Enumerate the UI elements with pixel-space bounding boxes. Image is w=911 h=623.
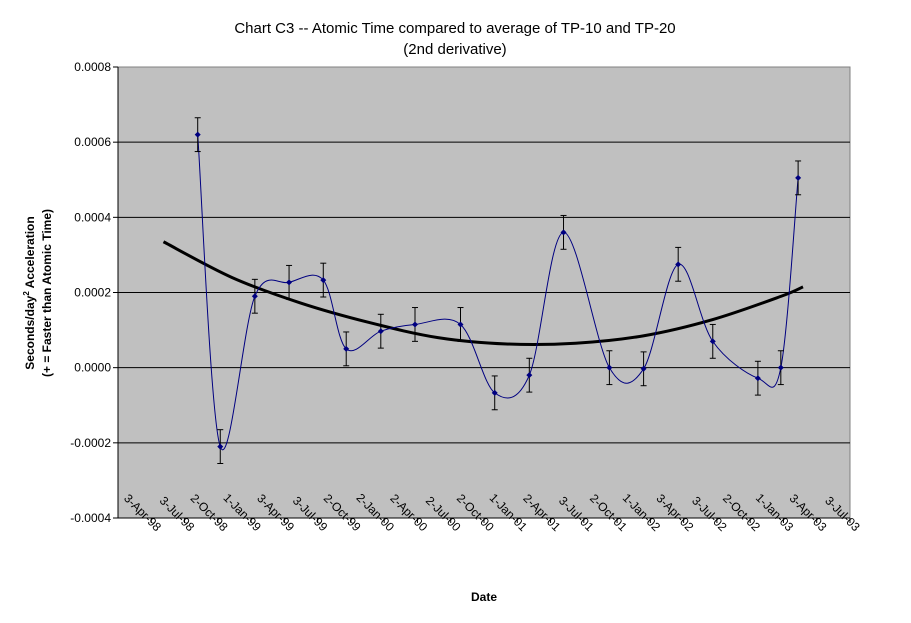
data-series — [194, 117, 802, 465]
data-point — [412, 321, 419, 328]
y-axis-ticks: 0.0008 0.0006 0.0004 0.0002 0.0000 -0.0002 -0.… — [70, 60, 118, 525]
y-tick-label: 0.0008 — [74, 60, 111, 74]
data-point — [526, 372, 533, 379]
data-point — [457, 321, 464, 328]
y-axis-label-line1: Seconds/day2 Acceleration — [22, 216, 37, 369]
data-point — [320, 277, 327, 284]
y-tick-label: -0.0002 — [70, 436, 111, 450]
y-tick-label: 0.0000 — [74, 361, 111, 375]
data-point — [343, 345, 350, 352]
data-point — [217, 443, 224, 450]
data-point — [251, 293, 258, 300]
data-point — [709, 338, 716, 345]
y-tick-label: 0.0006 — [74, 135, 111, 149]
data-point — [194, 131, 201, 138]
chart-subtitle: (2nd derivative) — [403, 41, 506, 58]
data-point — [606, 364, 613, 371]
data-point — [640, 365, 647, 372]
data-point — [286, 279, 293, 286]
y-tick-label: -0.0004 — [70, 511, 111, 525]
y-axis-label: Seconds/day2 Acceleration (+ = Faster th… — [22, 209, 54, 377]
y-axis-label-exponent: 2 — [22, 291, 31, 296]
data-point — [491, 389, 498, 396]
y-tick-label: 0.0004 — [74, 210, 111, 224]
y-tick-label: 0.0002 — [74, 286, 111, 300]
chart-title: Chart C3 -- Atomic Time compared to aver… — [234, 20, 675, 37]
gridlines — [118, 141, 850, 444]
x-axis-label: Date — [471, 590, 497, 604]
y-axis-label-unit: Seconds/day — [23, 295, 37, 369]
data-point — [377, 328, 384, 335]
data-point — [777, 364, 784, 371]
data-point — [754, 375, 761, 382]
trend-line — [162, 240, 804, 347]
data-point — [795, 174, 802, 181]
trend-series — [162, 240, 804, 347]
data-point — [675, 261, 682, 268]
y-axis-label-line2: (+ = Faster than Atomic Time) — [40, 209, 54, 377]
y-axis-label-quantity: Acceleration — [23, 216, 37, 291]
data-point — [560, 229, 567, 236]
